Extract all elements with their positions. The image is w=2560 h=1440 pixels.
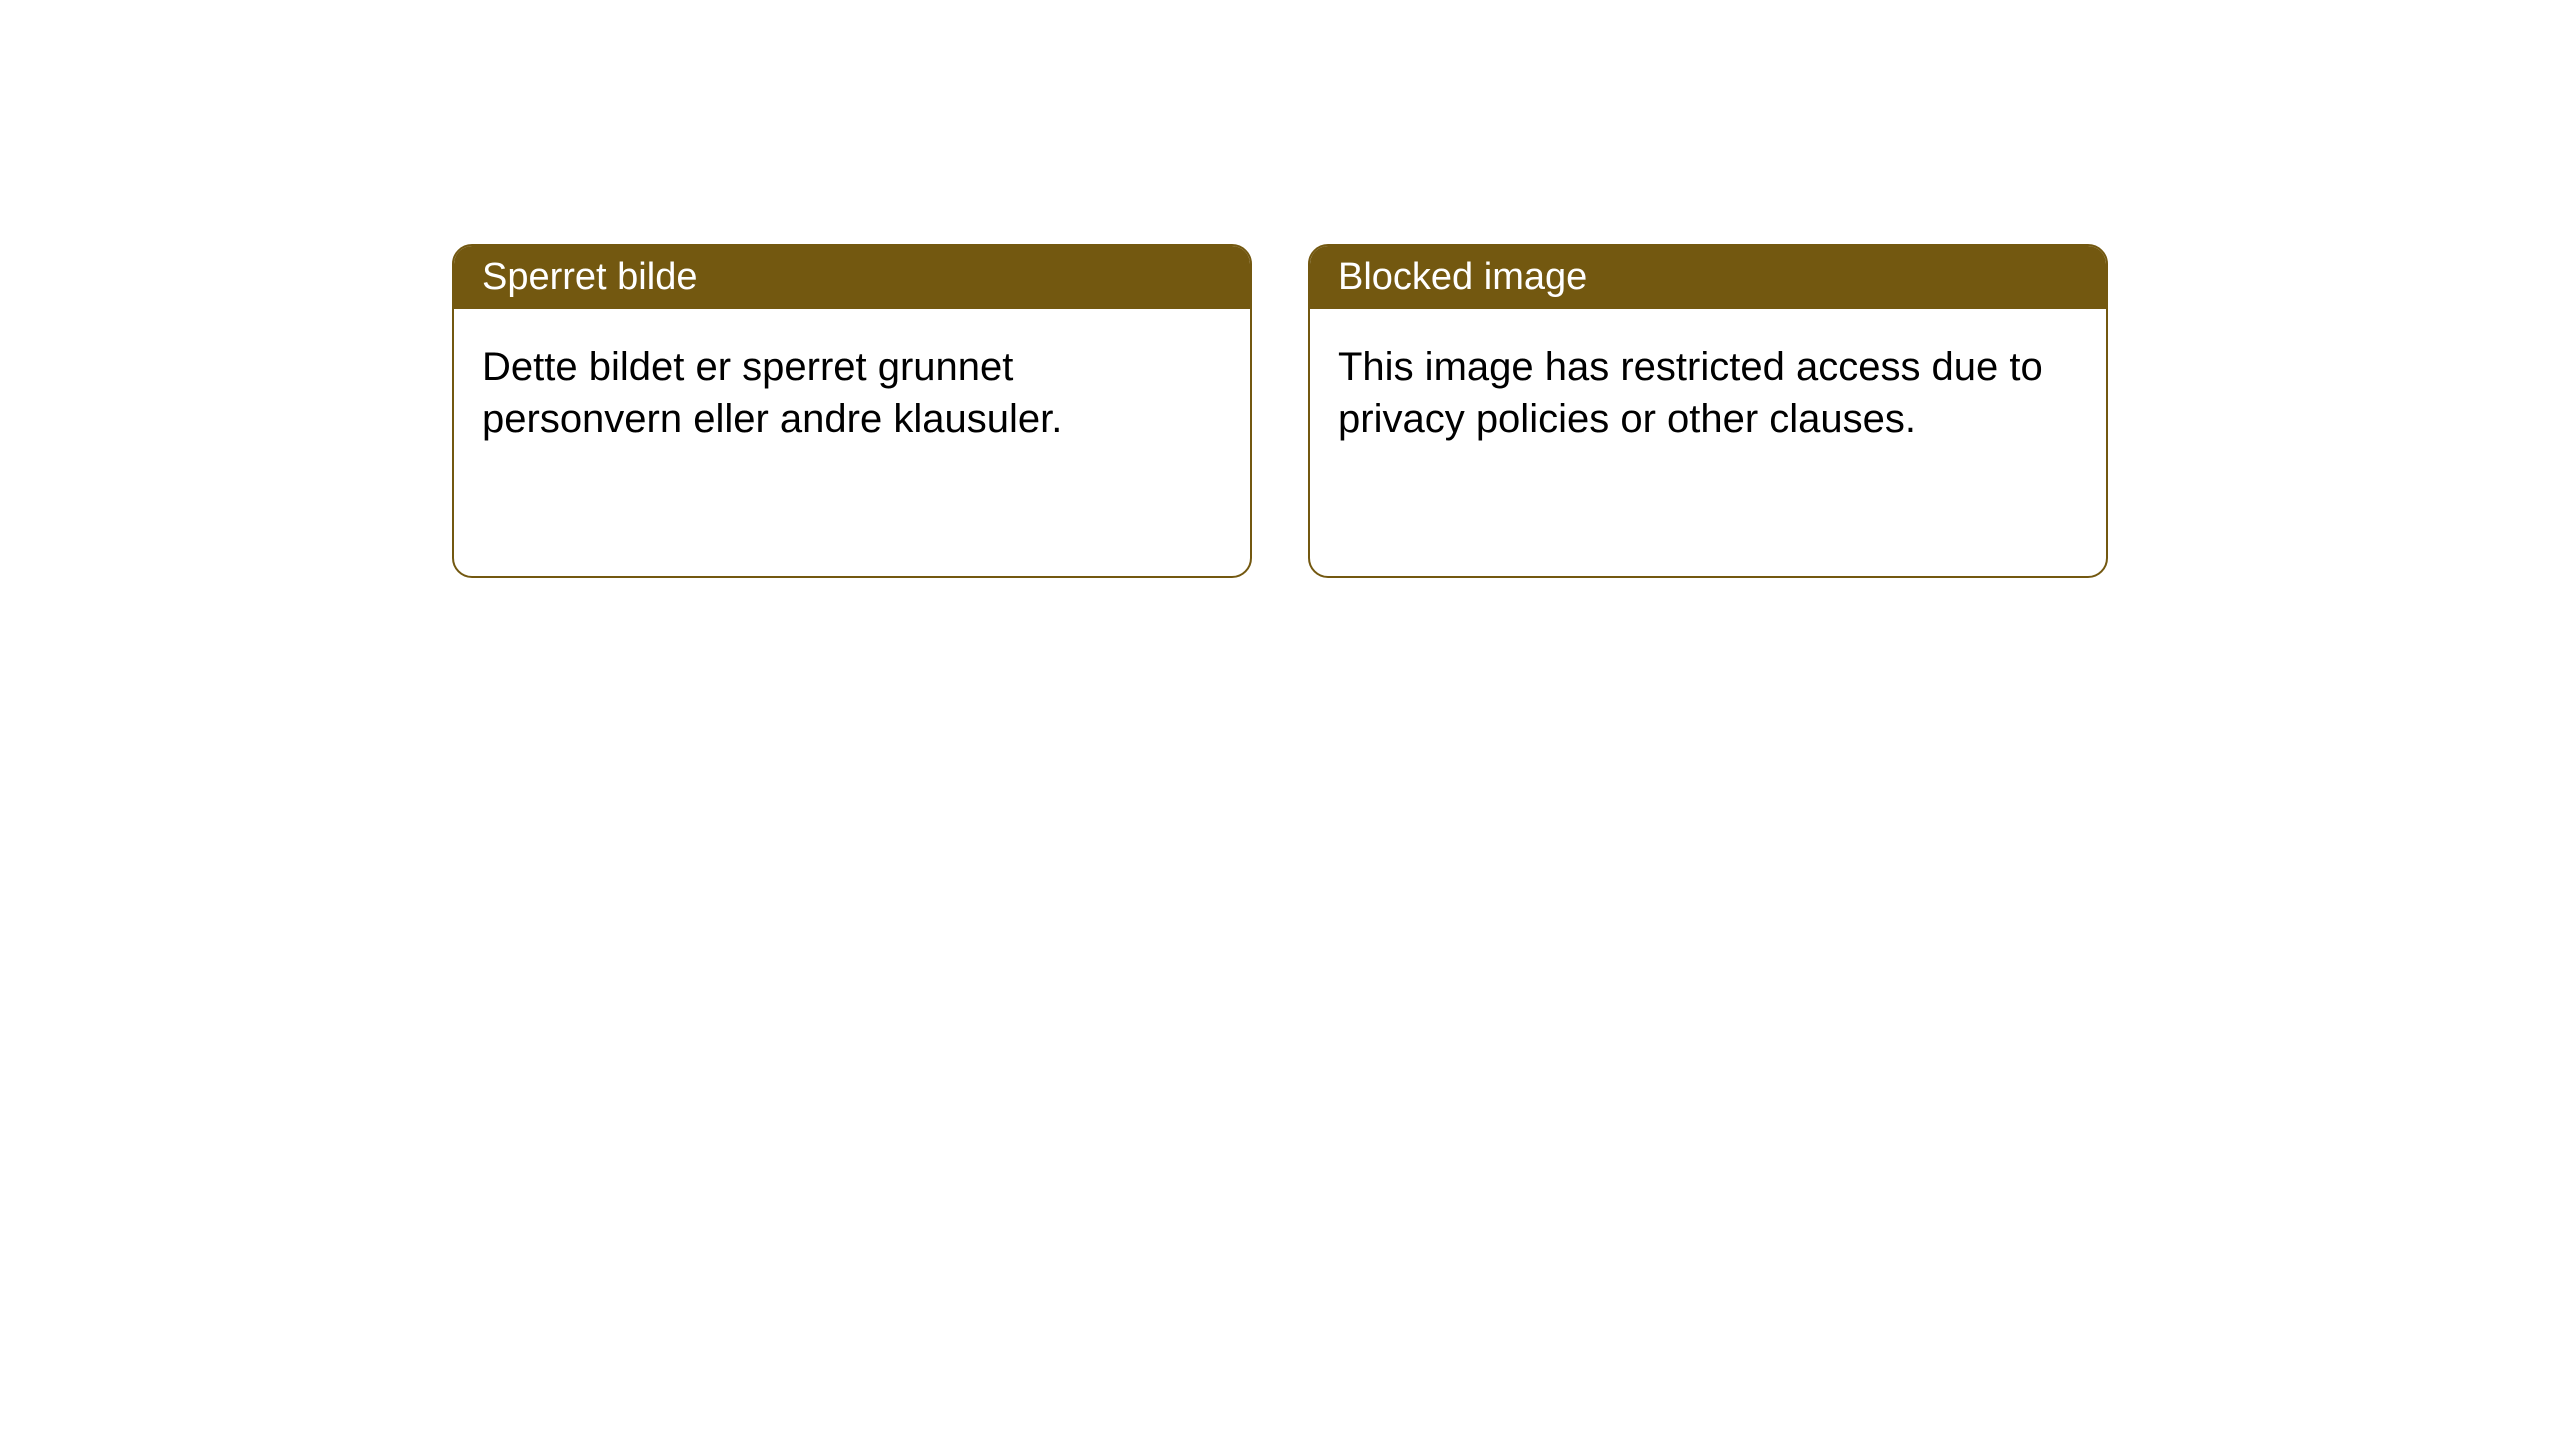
card-title: Sperret bilde xyxy=(482,256,697,298)
notice-container: Sperret bilde Dette bildet er sperret gr… xyxy=(452,244,2108,578)
card-title: Blocked image xyxy=(1338,256,1587,298)
blocked-image-card-norwegian: Sperret bilde Dette bildet er sperret gr… xyxy=(452,244,1252,578)
card-message: This image has restricted access due to … xyxy=(1338,345,2043,441)
blocked-image-card-english: Blocked image This image has restricted … xyxy=(1308,244,2108,578)
card-header: Blocked image xyxy=(1310,246,2106,309)
card-message: Dette bildet er sperret grunnet personve… xyxy=(482,345,1062,441)
card-body: Dette bildet er sperret grunnet personve… xyxy=(454,309,1250,477)
card-body: This image has restricted access due to … xyxy=(1310,309,2106,477)
card-header: Sperret bilde xyxy=(454,246,1250,309)
